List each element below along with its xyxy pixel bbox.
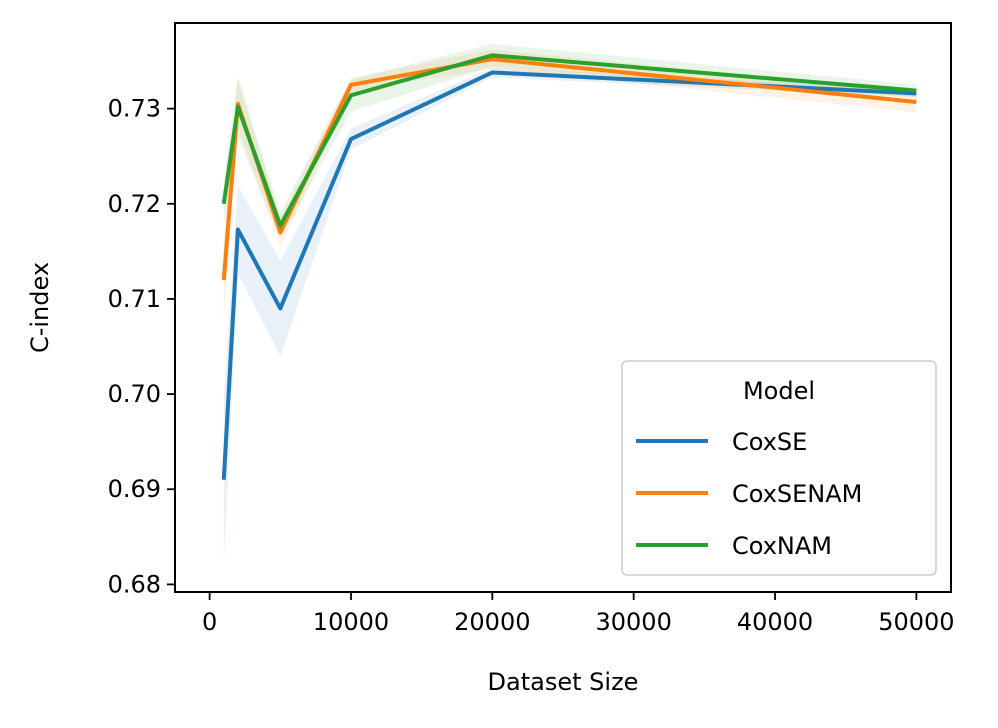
y-tick-label: 0.73: [108, 95, 161, 123]
series-band-2: [223, 43, 917, 239]
x-tick-label: 30000: [595, 608, 671, 636]
series-line-2: [221, 53, 917, 228]
x-axis-label: Dataset Size: [488, 668, 639, 696]
series-lines: [221, 53, 917, 480]
y-tick-label: 0.69: [108, 475, 161, 503]
legend-label-0: CoxSE: [732, 428, 807, 456]
legend-entries: CoxSE CoxSENAM CoxNAM: [636, 428, 862, 560]
legend-label-2: CoxNAM: [732, 532, 832, 560]
x-axis-ticks: 0 10000 20000 30000 40000 50000: [202, 592, 955, 636]
y-tick-label: 0.70: [108, 380, 161, 408]
x-tick-label: 50000: [878, 608, 954, 636]
y-axis-label: C-index: [26, 262, 54, 353]
legend-label-1: CoxSENAM: [732, 480, 862, 508]
series-line-0: [221, 70, 917, 480]
confidence-bands: [223, 43, 917, 566]
plot-frame: [174, 22, 952, 593]
x-tick-label: 20000: [454, 608, 530, 636]
legend-title: Model: [743, 377, 815, 405]
x-tick-label: 10000: [313, 608, 389, 636]
legend: Model CoxSE CoxSENAM CoxNAM: [621, 360, 937, 576]
y-tick-label: 0.72: [108, 190, 161, 218]
x-tick-label: 0: [202, 608, 217, 636]
legend-box: [621, 360, 937, 576]
y-axis-ticks: 0.68 0.69 0.70 0.71 0.72 0.73: [108, 95, 175, 598]
y-tick-label: 0.68: [108, 570, 161, 598]
x-tick-label: 40000: [737, 608, 813, 636]
y-tick-label: 0.71: [108, 285, 161, 313]
